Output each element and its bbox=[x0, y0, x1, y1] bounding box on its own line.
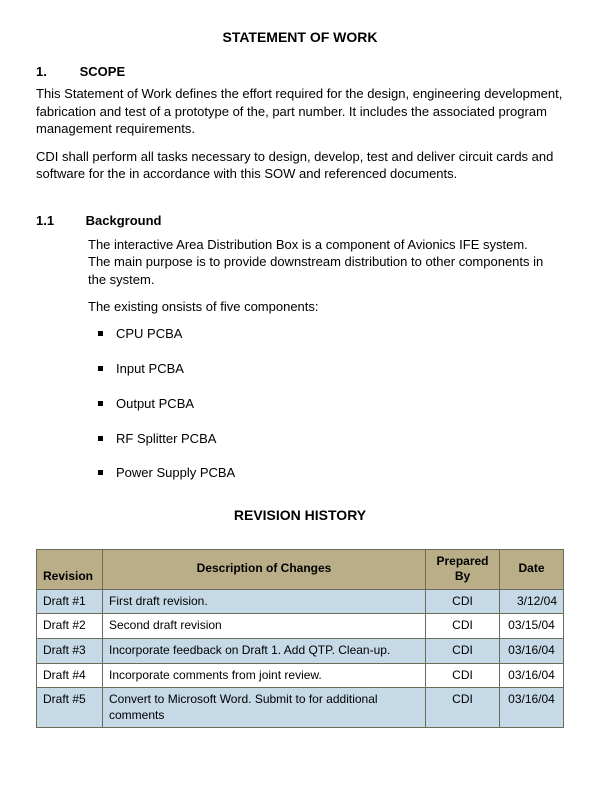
cell-prepared-by: CDI bbox=[426, 614, 500, 639]
cell-date: 03/16/04 bbox=[500, 663, 564, 688]
section-1-number: 1. bbox=[36, 64, 76, 81]
table-row: Draft #5 Convert to Microsoft Word. Subm… bbox=[37, 688, 564, 728]
list-item: CPU PCBA bbox=[98, 326, 544, 343]
cell-date: 03/16/04 bbox=[500, 638, 564, 663]
table-row: Draft #1 First draft revision. CDI 3/12/… bbox=[37, 589, 564, 614]
section-1-label: SCOPE bbox=[80, 64, 126, 79]
cell-revision: Draft #2 bbox=[37, 614, 103, 639]
table-row: Draft #4 Incorporate comments from joint… bbox=[37, 663, 564, 688]
cell-date: 03/15/04 bbox=[500, 614, 564, 639]
cell-prepared-by: CDI bbox=[426, 638, 500, 663]
section-1-1-label: Background bbox=[86, 213, 162, 228]
list-item: Input PCBA bbox=[98, 361, 544, 378]
section-1-para-1: This Statement of Work defines the effor… bbox=[36, 85, 564, 138]
section-1-heading: 1. SCOPE bbox=[36, 64, 564, 81]
cell-revision: Draft #1 bbox=[37, 589, 103, 614]
cell-revision: Draft #3 bbox=[37, 638, 103, 663]
revision-table: Revision Description of Changes Prepared… bbox=[36, 549, 564, 729]
section-1-1-heading: 1.1 Background bbox=[36, 213, 564, 230]
list-item: Power Supply PCBA bbox=[98, 465, 544, 482]
table-row: Draft #3 Incorporate feedback on Draft 1… bbox=[37, 638, 564, 663]
cell-date: 3/12/04 bbox=[500, 589, 564, 614]
section-1-1-body: The interactive Area Distribution Box is… bbox=[88, 236, 544, 483]
revision-history-title: REVISION HISTORY bbox=[36, 506, 564, 524]
cell-description: Incorporate comments from joint review. bbox=[103, 663, 426, 688]
table-header-row: Revision Description of Changes Prepared… bbox=[37, 549, 564, 589]
cell-description: Second draft revision bbox=[103, 614, 426, 639]
cell-prepared-by: CDI bbox=[426, 589, 500, 614]
col-prepared-by: Prepared By bbox=[426, 549, 500, 589]
cell-description: First draft revision. bbox=[103, 589, 426, 614]
cell-description: Incorporate feedback on Draft 1. Add QTP… bbox=[103, 638, 426, 663]
cell-date: 03/16/04 bbox=[500, 688, 564, 728]
component-list: CPU PCBA Input PCBA Output PCBA RF Split… bbox=[98, 326, 544, 482]
cell-revision: Draft #5 bbox=[37, 688, 103, 728]
col-description: Description of Changes bbox=[103, 549, 426, 589]
section-1-1-para-2: The existing onsists of five components: bbox=[88, 298, 544, 316]
list-item: RF Splitter PCBA bbox=[98, 431, 544, 448]
list-item: Output PCBA bbox=[98, 396, 544, 413]
section-1-1-para-1: The interactive Area Distribution Box is… bbox=[88, 236, 544, 289]
cell-description: Convert to Microsoft Word. Submit to for… bbox=[103, 688, 426, 728]
section-1-1-number: 1.1 bbox=[36, 213, 82, 230]
table-row: Draft #2 Second draft revision CDI 03/15… bbox=[37, 614, 564, 639]
col-date: Date bbox=[500, 549, 564, 589]
cell-prepared-by: CDI bbox=[426, 663, 500, 688]
cell-revision: Draft #4 bbox=[37, 663, 103, 688]
col-revision: Revision bbox=[37, 549, 103, 589]
section-1-para-2: CDI shall perform all tasks necessary to… bbox=[36, 148, 564, 183]
page-title: STATEMENT OF WORK bbox=[36, 28, 564, 46]
cell-prepared-by: CDI bbox=[426, 688, 500, 728]
